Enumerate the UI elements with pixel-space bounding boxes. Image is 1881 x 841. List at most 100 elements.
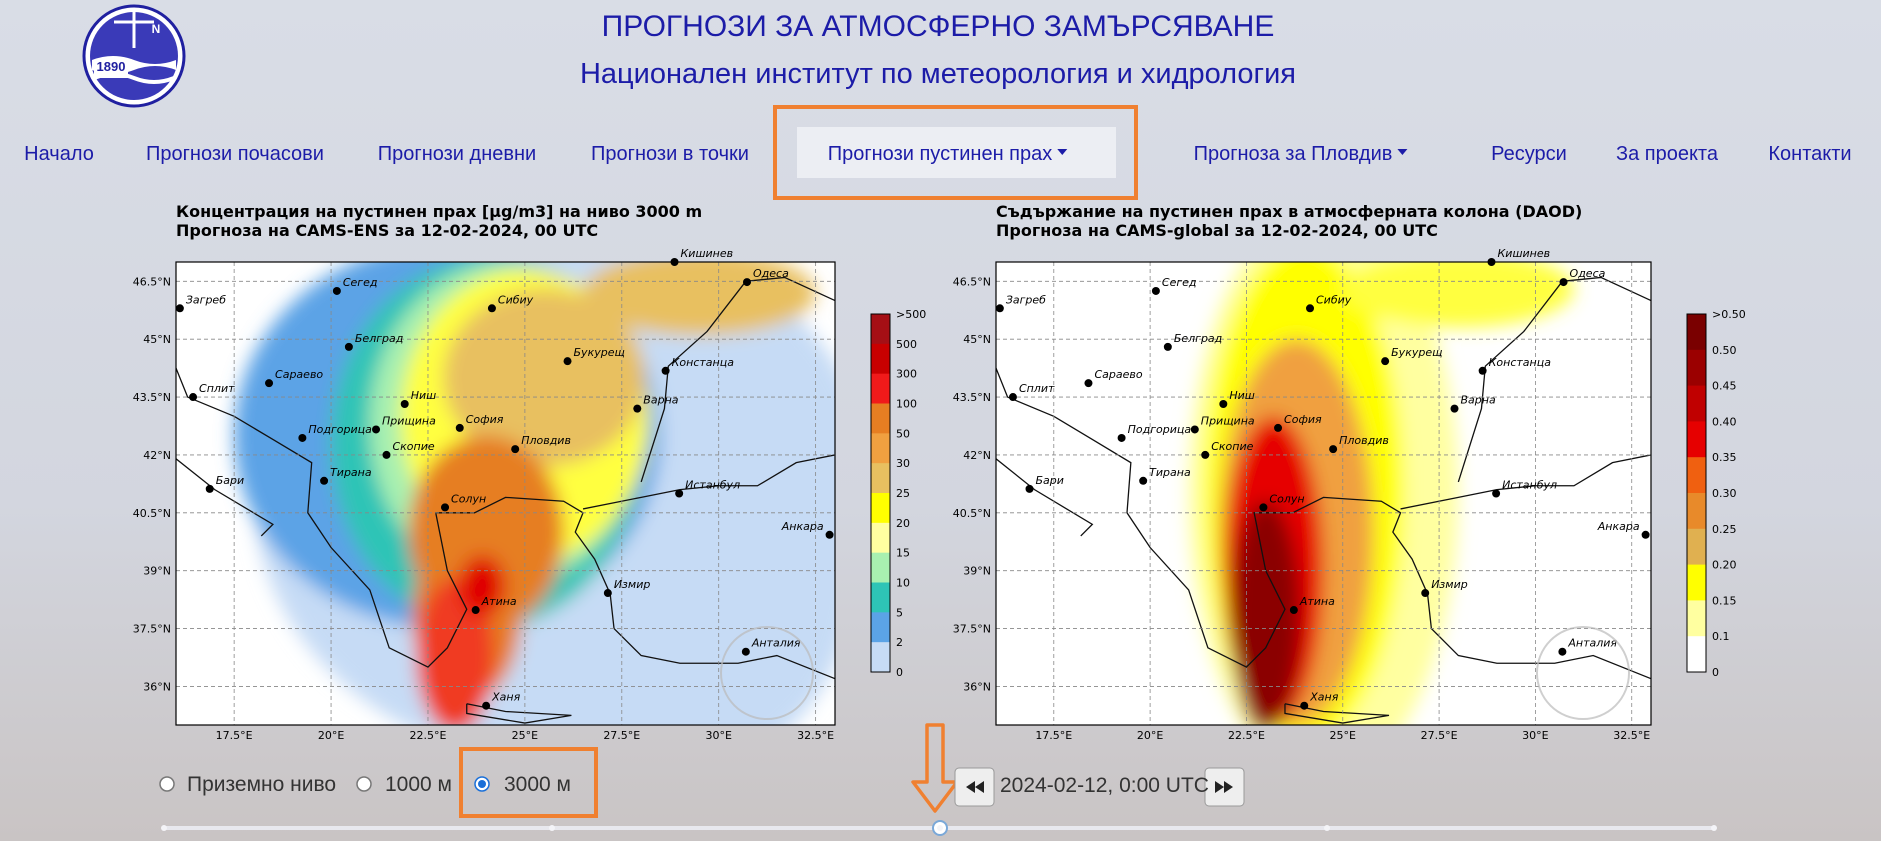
city-label: Солун bbox=[451, 492, 486, 505]
city-label: Загреб bbox=[1006, 293, 1046, 306]
city-dot bbox=[1450, 404, 1459, 413]
nav-link[interactable]: Начало bbox=[24, 143, 94, 165]
city-dot bbox=[995, 304, 1004, 313]
colorbar-segment bbox=[1687, 421, 1706, 458]
lon-label: 20°E bbox=[318, 729, 344, 742]
colorbar-label: 100 bbox=[896, 398, 917, 411]
nav-link[interactable]: Прогноза за Пловдив bbox=[1194, 143, 1393, 165]
coastline bbox=[996, 458, 1094, 537]
lon-label: 27.5°E bbox=[1421, 729, 1458, 742]
radio-label[interactable]: 3000 м bbox=[504, 773, 571, 796]
city-dot bbox=[1306, 304, 1315, 313]
city-label: Белград bbox=[1174, 332, 1222, 345]
logo[interactable] bbox=[82, 4, 186, 108]
city-label: Сегед bbox=[343, 276, 378, 289]
dropdown-caret bbox=[1057, 149, 1068, 155]
coastline bbox=[1284, 703, 1390, 724]
city-dot bbox=[1259, 503, 1268, 512]
nav-link[interactable]: Контакти bbox=[1768, 143, 1851, 165]
colorbar-label: 20 bbox=[896, 517, 910, 530]
colorbar-frame bbox=[1686, 313, 1707, 673]
nav-link[interactable]: За проекта bbox=[1616, 143, 1719, 165]
radio-button[interactable] bbox=[159, 776, 175, 792]
city-dot bbox=[482, 701, 491, 710]
colorbar-label: 15 bbox=[896, 547, 910, 560]
highlight-box bbox=[459, 747, 598, 818]
city-label: Анкара bbox=[1597, 520, 1640, 533]
colorbar-segment bbox=[871, 403, 890, 434]
logo-year: 1890 bbox=[97, 59, 126, 74]
colorbar-segment bbox=[871, 582, 890, 613]
city-label: Ханя bbox=[491, 691, 520, 704]
radio-label[interactable]: Приземно ниво bbox=[187, 773, 336, 796]
map-title: Концентрация на пустинен прах [µg/m3] на… bbox=[176, 202, 702, 221]
city-label: Бари bbox=[216, 474, 244, 487]
city-dot bbox=[825, 530, 834, 539]
colorbar-segment bbox=[1687, 600, 1706, 637]
city-dot bbox=[298, 433, 307, 442]
field-region bbox=[1231, 501, 1301, 725]
lon-label: 22.5°E bbox=[409, 729, 446, 742]
maps: Концентрация на пустинен прах [µg/m3] на… bbox=[133, 202, 1746, 742]
colorbar-label: 0.45 bbox=[1712, 380, 1737, 393]
lon-label: 30°E bbox=[1522, 729, 1548, 742]
city-dot bbox=[1641, 530, 1650, 539]
field-region bbox=[1342, 262, 1574, 328]
colorbar-segment bbox=[871, 612, 890, 643]
date-label: 2024-02-12, 0:00 UTC bbox=[1000, 774, 1209, 797]
map-frame bbox=[995, 261, 1652, 726]
city-dot bbox=[1289, 606, 1298, 615]
city-dot bbox=[1329, 445, 1338, 454]
colorbar-segment bbox=[1687, 564, 1706, 601]
nav-link[interactable]: Прогнози почасови bbox=[146, 143, 324, 165]
radio-button[interactable] bbox=[356, 776, 372, 792]
colorbar-label: 0 bbox=[1712, 666, 1719, 679]
colorbar-label: 25 bbox=[896, 487, 910, 500]
city-label: Одеса bbox=[753, 267, 789, 280]
city-label: Атина bbox=[1299, 595, 1335, 608]
city-dot bbox=[372, 425, 381, 434]
city-dot bbox=[205, 484, 214, 493]
city-label: Констанца bbox=[1489, 356, 1552, 369]
city-label: Букурещ bbox=[1391, 346, 1442, 359]
nav-link[interactable]: Прогнози дневни bbox=[378, 143, 536, 165]
lon-label: 32.5°E bbox=[797, 729, 834, 742]
colorbar-label: 30 bbox=[896, 457, 910, 470]
city-dot bbox=[1201, 450, 1210, 459]
field-blobs bbox=[234, 262, 835, 725]
lat-label: 36°N bbox=[963, 680, 991, 693]
lon-label: 22.5°E bbox=[1228, 729, 1265, 742]
page-subtitle: Национален институт по метеорология и хи… bbox=[580, 58, 1296, 90]
city-dot bbox=[455, 423, 464, 432]
city-dot bbox=[1025, 484, 1034, 493]
city-label: Тирана bbox=[330, 466, 372, 479]
city-label: Солун bbox=[1269, 492, 1304, 505]
colorbar-segment bbox=[1687, 349, 1706, 387]
nav-link[interactable]: Прогнози в точки bbox=[591, 143, 749, 165]
city-dot bbox=[189, 393, 198, 402]
field-region bbox=[583, 262, 816, 336]
nav-link[interactable]: Ресурси bbox=[1491, 143, 1567, 165]
colorbar-label: >500 bbox=[896, 308, 926, 321]
nav-link[interactable]: Прогнози пустинен прах bbox=[828, 143, 1053, 165]
lat-label: 37.5°N bbox=[953, 623, 991, 636]
city-label: Анталия bbox=[751, 637, 801, 650]
colorbar-label: 0.20 bbox=[1712, 559, 1737, 572]
colorbar-label: 0.15 bbox=[1712, 594, 1737, 607]
city-dot bbox=[1381, 357, 1390, 366]
map-title: Съдържание на пустинен прах в атмосферна… bbox=[996, 202, 1582, 221]
coastline bbox=[996, 331, 1651, 680]
coastline bbox=[1400, 454, 1651, 510]
lon-label: 17.5°E bbox=[216, 729, 253, 742]
city-label: Истанбул bbox=[685, 479, 740, 492]
city-dot bbox=[487, 304, 496, 313]
city-label: Измир bbox=[1431, 578, 1468, 591]
city-label: Пловдив bbox=[1339, 434, 1389, 447]
coastline bbox=[582, 454, 835, 510]
city-dot bbox=[382, 450, 391, 459]
radio-label[interactable]: 1000 м bbox=[385, 773, 452, 796]
city-dot bbox=[1151, 286, 1160, 295]
city-label: Сибиу bbox=[498, 293, 534, 306]
colorbar-segment bbox=[871, 373, 890, 404]
